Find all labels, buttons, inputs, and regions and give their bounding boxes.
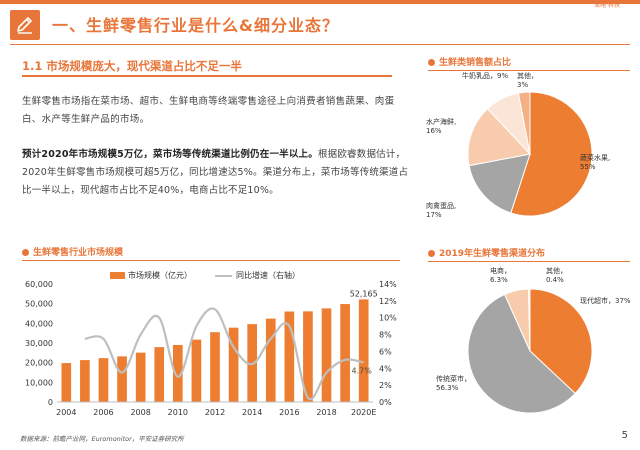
right-tick-4: 8% [379,331,392,340]
right-tick-1: 2% [379,381,392,390]
right-tick-0: 0% [379,398,392,407]
pie2-rule [428,261,630,262]
page-title: 一、生鲜零售行业是什么&细分业态？ [52,16,339,35]
right-tick-6: 12% [379,297,397,306]
right-tick-7: 14% [379,280,397,289]
pie2-slice-0 [529,288,593,395]
legend-bar-label: 市场规模（亿元） [128,270,192,280]
pie2-slice-3 [527,288,531,352]
pie1-label-3: 牛奶乳品，9% [462,72,508,80]
pie1-slice-0 [510,91,593,217]
category-sales-pie-chart: 蔬菜水果, 55% 肉禽蛋品, 17% 水产海鲜, 16% 牛奶乳品，9% 其他， 3% [426,72,610,219]
x-tick-2020E: 2020E [351,408,376,417]
x-tick-2010: 2010 [168,408,188,417]
bar-heading: 生鲜零售行业市场规模 [22,245,123,258]
x-tick-2018: 2018 [316,408,336,417]
pie1-label-4: 其他， 3% [517,72,538,89]
left-tick-0: 0 [48,398,53,407]
growth-rate-line [84,307,364,401]
market-size-bar-chart: 市场规模（亿元） 同比增速（右轴） 0 10,000 20,000 30,000 40,00… [25,270,397,417]
pie2-label-1: 传统菜市， 56.3% [436,374,471,392]
bar-rule [22,260,400,261]
bullet-dot-icon [428,250,435,257]
x-tick-2014: 2014 [242,408,262,417]
left-tick-4: 40,000 [25,319,53,328]
page-number: 5 [621,430,628,441]
right-tick-2: 4% [379,364,392,373]
pie2-label-0: 现代超市，37% [580,296,631,305]
bar-2006 [98,358,109,402]
forecast-lead: 预计2020年市场规模5万亿，菜市场等传统渠道比例仍在一半以上。 [22,149,318,160]
section-heading: 1.1 市场规模庞大，现代渠道占比不足一半 [22,59,242,73]
bar-2020E [358,299,369,402]
forecast-body: 根据欧睿数据估计，2020年生鲜零售市场规模可超5万亿，同比增速达5%。渠道分布… [22,149,409,196]
pie1-heading: 生鲜类销售额占比 [428,55,511,68]
pie2-slice-1 [467,293,576,414]
bar-2015 [265,318,276,402]
bar-2011 [191,339,202,402]
top-accent-bar [0,0,640,4]
title-icon-box [10,10,40,40]
bullet-dot-icon [22,249,29,256]
bar-2007 [117,356,127,402]
channel-distribution-pie-chart: 现代超市，37% 传统菜市， 56.3% 电商， 6.3% 其他， 0.4% [436,266,631,414]
last-growth-value-label: 4.7% [352,366,373,375]
pie1-rule [428,70,630,71]
pie1-label-2: 水产海鲜, 16% [426,117,456,135]
x-tick-2016: 2016 [279,408,299,417]
left-tick-6: 60,000 [25,280,53,289]
data-source: 数据来源：前瞻产业网，Euromonitor，平安证券研究所 [20,435,184,443]
forecast-paragraph: 预计2020年市场规模5万亿，菜市场等传统渠道比例仍在一半以上。根据欧睿数据估计… [22,146,414,200]
last-bar-value-label: 52,165 [350,289,378,298]
left-tick-3: 30,000 [25,339,53,348]
x-tick-2004: 2004 [56,408,76,417]
bar-2010 [172,344,183,402]
right-tick-3: 6% [379,347,392,356]
pie2-heading: 2019年生鲜零售渠道分布 [428,246,545,259]
left-tick-1: 10,000 [25,378,53,387]
bar-2016 [284,311,295,402]
bar-2005 [80,360,90,402]
pie2-label-2: 电商， 6.3% [490,266,511,284]
section-divider [22,75,392,77]
x-tick-2012: 2012 [205,408,225,417]
pie2-title: 2019年生鲜零售渠道分布 [439,249,546,259]
bar-2019 [340,304,350,402]
bar-2004 [61,363,72,402]
bar-2008 [135,352,146,402]
pie1-slice-4 [517,91,531,155]
title-divider [10,44,630,45]
bar-2018 [321,308,332,402]
bar-2012 [210,332,220,402]
pencil-icon [17,17,32,34]
pie2-label-3: 其他， 0.4% [546,266,567,284]
intro-paragraph: 生鲜零售市场指在菜市场、超市、生鲜电商等终端零售途径上向消费者销售蔬果、肉蛋白、… [22,96,395,125]
pie1-slice-2 [467,108,531,167]
right-tick-5: 10% [379,314,397,323]
pie1-label-1: 肉禽蛋品, 17% [426,201,456,219]
left-tick-5: 50,000 [25,300,53,309]
legend-line-label: 同比增速（右轴） [236,270,300,280]
legend-bar-swatch [110,272,125,279]
x-tick-2006: 2006 [93,408,113,417]
pie1-slice-1 [468,153,531,214]
pie1-label-0: 蔬菜水果, 55% [580,153,610,171]
bar-2017 [303,311,313,402]
bar-title: 生鲜零售行业市场规模 [33,248,124,258]
pie1-title: 生鲜类销售额占比 [439,58,512,68]
bar-2009 [154,347,165,402]
brand-tag: 策略·科技 [594,2,620,9]
bullet-dot-icon [428,59,435,66]
left-tick-2: 20,000 [25,359,53,368]
x-tick-2008: 2008 [130,408,150,417]
bar-2013 [228,327,239,402]
